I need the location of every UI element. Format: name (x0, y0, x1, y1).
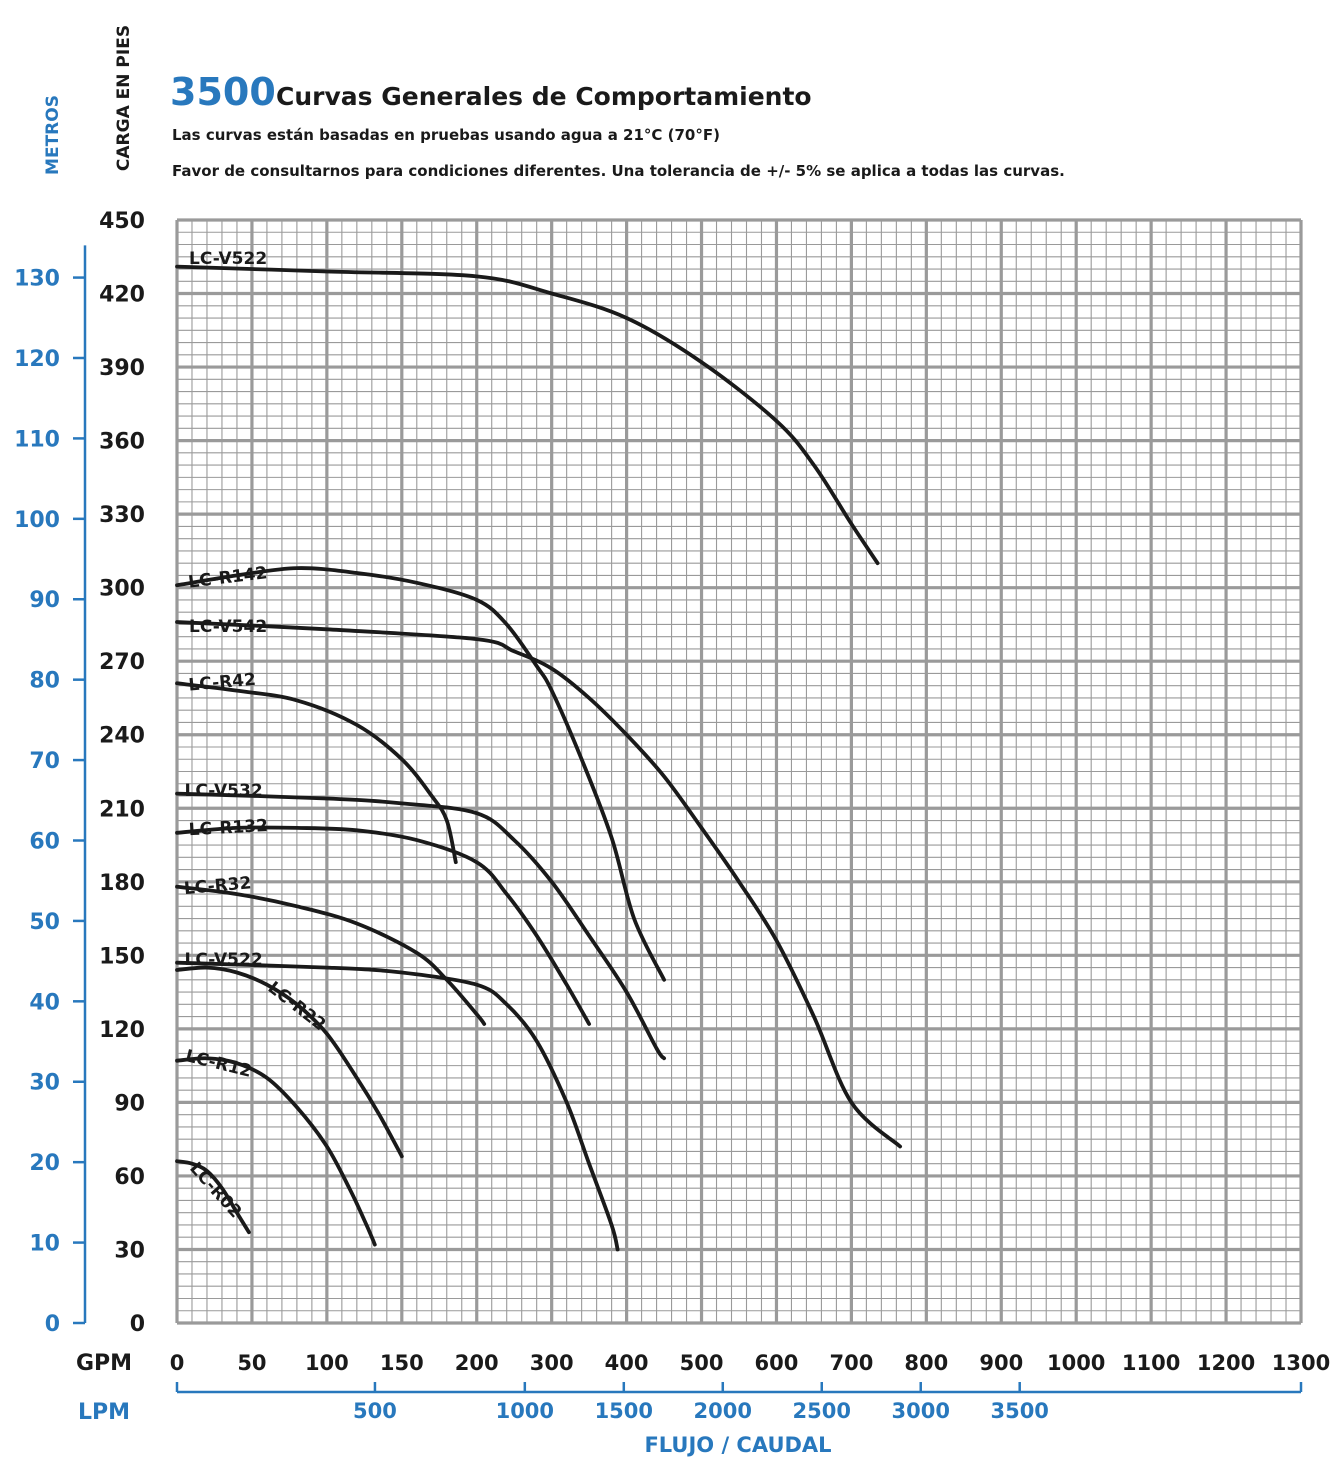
series-line-lc-r12 (175, 1056, 377, 1247)
x-tick-label-gpm: 150 (380, 1351, 424, 1375)
x-tick-label-gpm: 700 (829, 1351, 873, 1375)
gpm-unit-label: GPM (76, 1351, 132, 1376)
series-line-lc-v542 (175, 620, 902, 1149)
series-line-lc-r02 (175, 1159, 251, 1235)
y-tick-label-feet: 90 (114, 1091, 145, 1116)
x-tick-label-lpm: 2000 (694, 1399, 752, 1423)
y-tick-label-meters: 120 (14, 347, 60, 372)
x-tick-label-lpm: 1500 (595, 1399, 653, 1423)
series-line-lc-r22 (175, 965, 404, 1159)
subtitle-conditions: Las curvas están basadas en pruebas usan… (172, 126, 720, 144)
y-tick-label-meters: 80 (29, 669, 60, 694)
series-label-lc-v522: LC-V522 (185, 950, 263, 970)
series-line-lc-r142 (175, 566, 666, 982)
subtitle-tolerance: Favor de consultarnos para condiciones d… (172, 162, 1065, 180)
series-label-lc-r12: LC-R12 (183, 1046, 253, 1082)
series-label-lc-r132: LC-R132 (188, 816, 268, 840)
y-tick-label-feet: 420 (99, 283, 145, 308)
x-tick-label-gpm: 300 (530, 1351, 574, 1375)
x-tick-label-gpm: 1200 (1197, 1351, 1255, 1375)
y-tick-label-feet: 240 (99, 724, 145, 749)
y-tick-label-feet: 60 (114, 1165, 145, 1190)
x-tick-label-gpm: 400 (605, 1351, 649, 1375)
y-tick-label-meters: 0 (45, 1312, 60, 1337)
x-tick-label-lpm: 3500 (990, 1399, 1048, 1423)
x-tick-label-gpm: 100 (305, 1351, 349, 1375)
axis-labels: 0306090120150180210240270300330360390420… (14, 25, 1330, 1457)
y-tick-label-feet: 210 (99, 797, 145, 822)
series-line-lc-r132 (175, 825, 591, 1026)
series-line-lc-r32 (175, 884, 487, 1026)
x-tick-label-gpm: 800 (904, 1351, 948, 1375)
series-label-lc-v522: LC-V522 (189, 249, 267, 269)
y-tick-label-feet: 270 (99, 650, 145, 675)
x-tick-label-gpm: 600 (755, 1351, 799, 1375)
x-tick-label-gpm: 1000 (1047, 1351, 1105, 1375)
y-tick-label-feet: 120 (99, 1018, 145, 1043)
lpm-unit-label: LPM (78, 1400, 130, 1425)
y-tick-label-meters: 30 (29, 1071, 60, 1096)
y-tick-label-meters: 70 (29, 749, 60, 774)
meters-axis-title: METROS (43, 95, 63, 175)
x-tick-label-lpm: 1000 (496, 1399, 554, 1423)
x-tick-label-gpm: 500 (680, 1351, 724, 1375)
y-tick-label-feet: 450 (99, 209, 145, 234)
x-tick-label-gpm: 1100 (1122, 1351, 1180, 1375)
y-tick-label-feet: 390 (99, 356, 145, 381)
series-line-lc-r42 (175, 681, 458, 865)
chart-title: Curvas Generales de Comportamiento (276, 82, 812, 111)
x-tick-label-gpm: 900 (979, 1351, 1023, 1375)
series-line-lc-v522 (175, 264, 880, 566)
y-tick-label-feet: 360 (99, 430, 145, 455)
y-tick-label-meters: 20 (29, 1151, 60, 1176)
x-axis-title: FLUJO / CAUDAL (644, 1433, 831, 1457)
y-tick-label-feet: 150 (99, 944, 145, 969)
y-tick-label-feet: 0 (130, 1312, 145, 1337)
x-tick-label-lpm: 3000 (891, 1399, 949, 1423)
series-label-lc-v542: LC-V542 (189, 617, 267, 637)
series-line-lc-v522 (175, 960, 620, 1252)
y-tick-label-feet: 30 (114, 1238, 145, 1263)
y-tick-label-meters: 10 (29, 1232, 60, 1257)
y-tick-label-feet: 300 (99, 577, 145, 602)
chart-grid (175, 218, 1303, 1325)
y-tick-label-feet: 180 (99, 871, 145, 896)
model-number: 3500 (170, 70, 276, 114)
x-tick-label-gpm: 0 (170, 1351, 185, 1375)
chart-axes (73, 245, 1303, 1394)
y-tick-label-meters: 100 (14, 508, 60, 533)
y-tick-label-meters: 110 (14, 427, 60, 452)
y-tick-label-meters: 90 (29, 588, 60, 613)
y-tick-label-meters: 130 (14, 267, 60, 292)
x-tick-label-gpm: 200 (455, 1351, 499, 1375)
y-tick-label-meters: 40 (29, 990, 60, 1015)
x-tick-label-gpm: 50 (237, 1351, 266, 1375)
y-tick-label-meters: 60 (29, 829, 60, 854)
y-tick-label-feet: 330 (99, 503, 145, 528)
y-tick-label-meters: 50 (29, 910, 60, 935)
x-tick-label-lpm: 2500 (793, 1399, 851, 1423)
x-tick-label-gpm: 1300 (1272, 1351, 1330, 1375)
chart-series: LC-V522LC-R142LC-V542LC-R42LC-V532LC-R13… (175, 249, 902, 1252)
series-line-lc-v532 (175, 791, 666, 1061)
x-tick-label-lpm: 500 (353, 1399, 397, 1423)
series-label-lc-v532: LC-V532 (185, 781, 263, 801)
feet-axis-title: CARGA EN PIES (114, 25, 134, 171)
